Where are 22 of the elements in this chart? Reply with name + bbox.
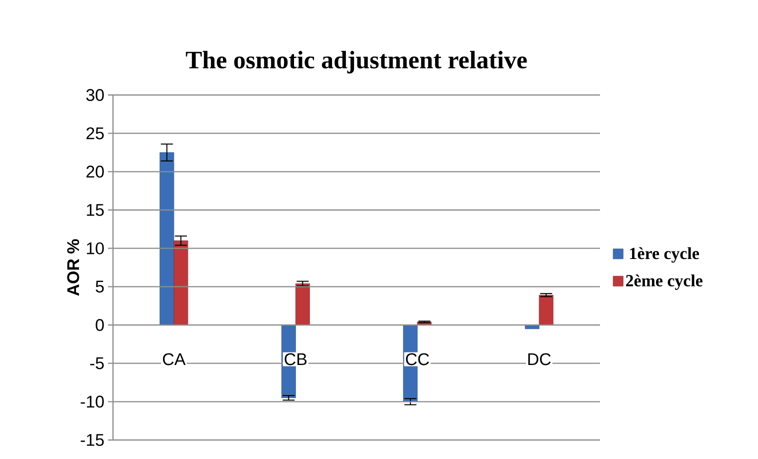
legend-label: 2ème cycle [626,274,702,290]
x-tick-label: CB [284,353,306,366]
y-tick-label: -10 [80,396,104,408]
x-tick-label: CC [406,353,429,366]
legend-label: 1ère cycle [630,247,700,263]
y-tick-label: -15 [80,434,104,446]
bar [160,152,174,326]
y-tick-label: -5 [90,357,104,370]
y-tick-label: 0 [96,319,104,331]
x-tick-label: CA [162,353,186,366]
y-tick-label: 10 [86,242,104,254]
y-tick-label: 25 [86,127,104,140]
y-tick-label: 5 [96,280,104,293]
x-tick-label: DC [528,353,551,366]
bar [174,240,188,326]
y-axis-title: AOR % [67,239,80,296]
y-tick-label: 20 [86,166,104,178]
bar [295,283,310,326]
chart-title: The osmotic adjustment relative [186,50,527,74]
y-tick-label: 15 [86,204,104,216]
bar [538,294,554,326]
y-tick-label: 30 [86,89,104,101]
